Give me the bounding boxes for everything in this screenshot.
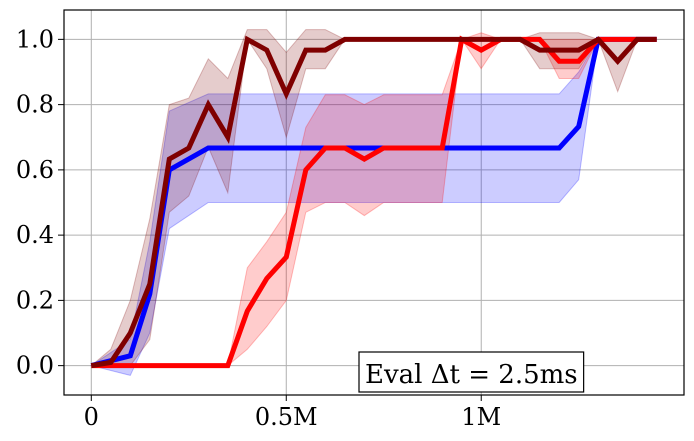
y-tick-label: 0.2 (16, 286, 54, 314)
x-tick-label: 0 (84, 403, 99, 431)
y-tick-label: 1.0 (16, 25, 54, 53)
plot-frame (63, 9, 685, 396)
annotation-box (358, 351, 585, 393)
band-red (91, 32, 657, 367)
y-tick-label: 0.6 (16, 156, 54, 184)
x-tick-label: 1M (461, 403, 501, 431)
y-tick-label: 0.0 (16, 352, 54, 380)
line-red (91, 35, 657, 369)
axis-ticks: 0 0.5M 1M 0.0 0.2 0.4 0.6 0.8 1.0 (16, 25, 501, 431)
line-dark-red (90, 35, 657, 369)
y-tick-label: 0.8 (16, 91, 54, 119)
x-tick-label: 0.5M (255, 403, 318, 431)
series-lines (90, 35, 657, 369)
confidence-bands (89, 29, 657, 376)
y-tick-label: 0.4 (16, 221, 54, 249)
annotation-text: Eval Δt = 2.5ms (365, 360, 578, 390)
annotation: Eval Δt = 2.5ms (358, 351, 585, 393)
